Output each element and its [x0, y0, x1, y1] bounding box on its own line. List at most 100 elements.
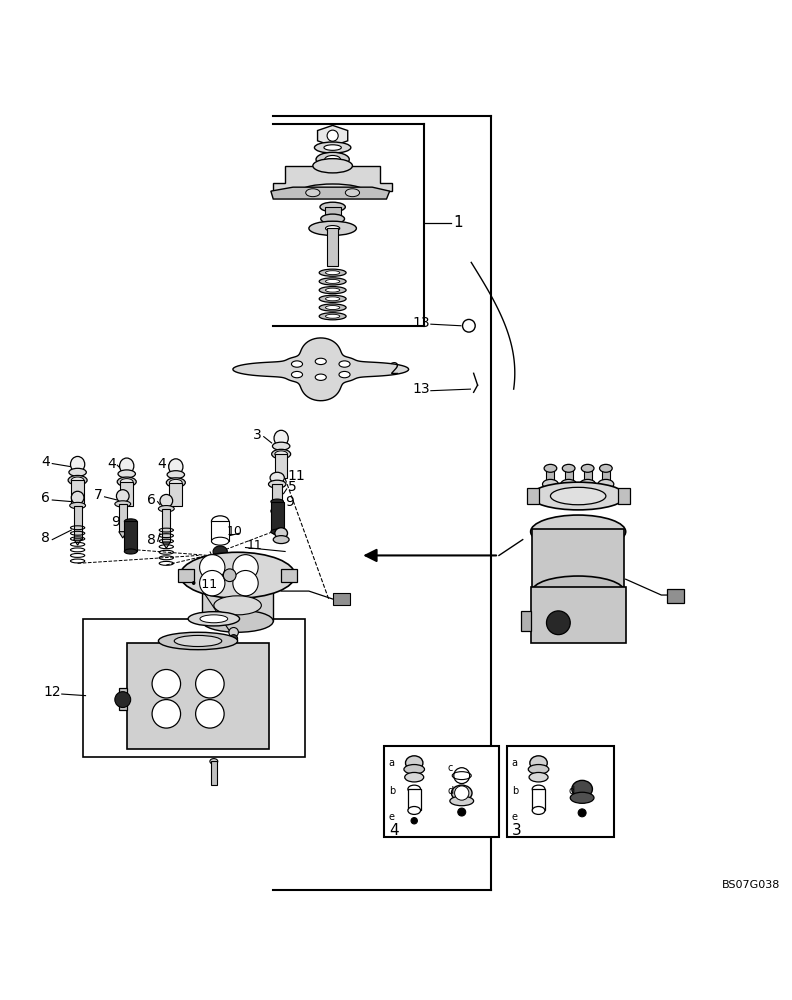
Ellipse shape: [180, 552, 295, 598]
Text: 12: 12: [44, 685, 61, 699]
Bar: [584, 468, 592, 492]
Circle shape: [546, 611, 570, 635]
Bar: [532, 529, 624, 591]
Ellipse shape: [309, 221, 356, 235]
Bar: [327, 228, 338, 266]
Bar: [169, 483, 182, 506]
Ellipse shape: [200, 615, 228, 623]
Bar: [211, 521, 229, 541]
Circle shape: [463, 319, 475, 332]
Bar: [507, 746, 614, 837]
Ellipse shape: [315, 374, 326, 380]
Bar: [178, 569, 194, 582]
Ellipse shape: [167, 471, 185, 479]
Ellipse shape: [451, 785, 472, 801]
Bar: [202, 575, 273, 621]
Circle shape: [200, 555, 225, 580]
Circle shape: [233, 555, 258, 580]
Ellipse shape: [272, 442, 290, 450]
Polygon shape: [127, 643, 269, 749]
Ellipse shape: [272, 449, 291, 459]
Ellipse shape: [408, 785, 421, 793]
Ellipse shape: [306, 189, 320, 197]
Text: d: d: [447, 786, 454, 796]
Text: 9: 9: [285, 495, 294, 509]
Text: 4: 4: [107, 457, 116, 471]
Text: 3: 3: [253, 428, 261, 442]
Ellipse shape: [174, 635, 222, 647]
Ellipse shape: [124, 519, 137, 524]
Text: 13: 13: [413, 316, 430, 330]
Ellipse shape: [450, 796, 474, 806]
Ellipse shape: [202, 610, 273, 632]
Polygon shape: [162, 542, 170, 548]
Bar: [408, 789, 421, 810]
Ellipse shape: [70, 502, 86, 509]
Text: 3: 3: [512, 823, 521, 838]
Ellipse shape: [405, 772, 424, 782]
Ellipse shape: [530, 756, 547, 770]
Ellipse shape: [531, 482, 626, 510]
Ellipse shape: [532, 785, 545, 793]
Circle shape: [229, 628, 238, 637]
Ellipse shape: [160, 494, 173, 507]
Polygon shape: [273, 166, 392, 191]
Bar: [325, 207, 341, 219]
Bar: [532, 789, 545, 810]
Polygon shape: [74, 539, 82, 545]
Ellipse shape: [600, 464, 612, 472]
Circle shape: [200, 570, 225, 596]
Bar: [531, 587, 626, 643]
Text: a: a: [512, 758, 518, 768]
Text: b: b: [512, 786, 518, 796]
Bar: [527, 488, 539, 504]
Text: 4: 4: [41, 455, 50, 469]
Bar: [546, 468, 554, 492]
Bar: [83, 619, 305, 757]
Ellipse shape: [273, 536, 289, 544]
Circle shape: [152, 669, 181, 698]
Ellipse shape: [326, 279, 340, 283]
Ellipse shape: [69, 468, 86, 476]
Text: d: d: [569, 786, 575, 796]
Text: 8: 8: [147, 533, 156, 547]
Bar: [281, 569, 297, 582]
Ellipse shape: [274, 430, 288, 446]
Ellipse shape: [268, 480, 286, 488]
Ellipse shape: [326, 226, 340, 231]
Bar: [120, 482, 133, 506]
Circle shape: [223, 569, 236, 582]
Text: e: e: [389, 812, 395, 822]
Ellipse shape: [319, 295, 346, 302]
Ellipse shape: [532, 576, 624, 606]
Circle shape: [152, 700, 181, 728]
Text: a: a: [389, 758, 395, 768]
Text: 10: 10: [227, 525, 242, 538]
Ellipse shape: [531, 515, 626, 548]
Text: 8: 8: [41, 531, 50, 545]
Ellipse shape: [291, 371, 303, 378]
Polygon shape: [233, 338, 409, 401]
Text: 6: 6: [41, 491, 50, 505]
Circle shape: [115, 692, 131, 708]
Polygon shape: [119, 532, 127, 538]
Ellipse shape: [324, 145, 341, 150]
Bar: [667, 589, 684, 603]
Ellipse shape: [326, 297, 340, 301]
Ellipse shape: [71, 491, 84, 504]
Ellipse shape: [313, 159, 352, 173]
Bar: [119, 688, 127, 710]
Ellipse shape: [325, 155, 341, 163]
Bar: [273, 511, 281, 532]
Ellipse shape: [118, 470, 135, 478]
Ellipse shape: [406, 756, 423, 770]
Ellipse shape: [210, 759, 218, 764]
Ellipse shape: [408, 807, 421, 814]
Polygon shape: [271, 187, 390, 199]
Ellipse shape: [326, 288, 340, 292]
Circle shape: [578, 809, 586, 817]
Text: 6: 6: [147, 493, 155, 507]
Text: 4: 4: [389, 823, 398, 838]
Polygon shape: [318, 125, 348, 146]
Ellipse shape: [581, 464, 594, 472]
